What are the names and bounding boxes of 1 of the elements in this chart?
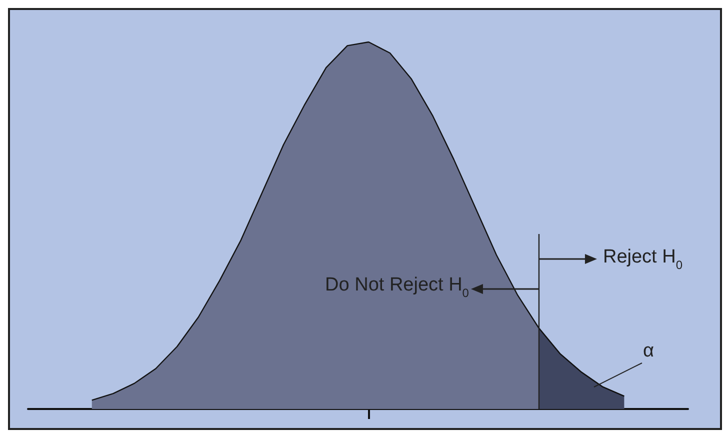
annotation: α (642, 340, 654, 362)
